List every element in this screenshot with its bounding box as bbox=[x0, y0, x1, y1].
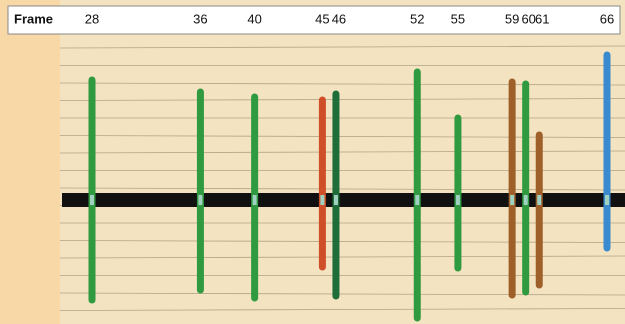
frame-label: 52 bbox=[410, 11, 424, 26]
left-margin bbox=[0, 0, 60, 324]
bar-gap bbox=[320, 195, 324, 205]
frame-timeline: Frame 28 36 40 4546 52 55 596061 66 bbox=[0, 0, 625, 324]
frame-label: 60 bbox=[521, 11, 535, 26]
frame-label: 36 bbox=[193, 11, 207, 26]
bar-gap bbox=[415, 195, 419, 205]
frame-label: 55 bbox=[451, 11, 465, 26]
bar-gap bbox=[90, 195, 94, 205]
bar-gap bbox=[198, 195, 202, 205]
frame-label: 61 bbox=[535, 11, 549, 26]
bar-gap bbox=[456, 195, 460, 205]
frame-label: 46 bbox=[332, 11, 346, 26]
bar-gap bbox=[334, 195, 338, 205]
bar-gap bbox=[537, 195, 541, 205]
bar-gap bbox=[524, 195, 528, 205]
bar-gap bbox=[605, 195, 609, 205]
frame-label: 40 bbox=[247, 11, 261, 26]
frame-label: 66 bbox=[600, 11, 614, 26]
header-label: Frame bbox=[14, 11, 53, 26]
bar-gap bbox=[253, 195, 257, 205]
frame-label: 45 bbox=[315, 11, 329, 26]
frame-label: 28 bbox=[85, 11, 99, 26]
frame-label: 59 bbox=[505, 11, 519, 26]
bar-gap bbox=[510, 195, 514, 205]
